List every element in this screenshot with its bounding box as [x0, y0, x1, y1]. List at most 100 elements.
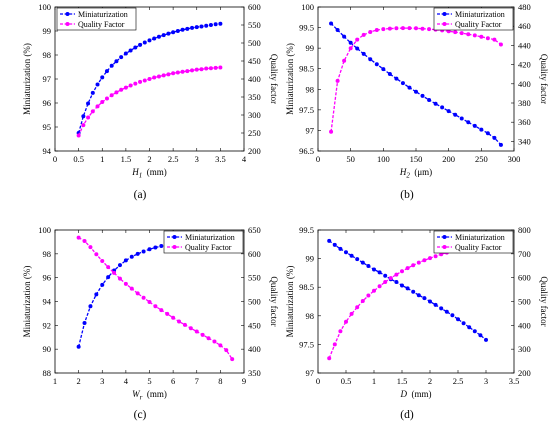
data-point-quality-factor [459, 31, 464, 36]
data-point-quality-factor [109, 93, 114, 98]
data-point-miniaturization [484, 337, 488, 342]
data-point-quality-factor [88, 245, 93, 250]
data-point-quality-factor [344, 319, 348, 324]
y-tick-label: 97 [306, 368, 315, 378]
y-right-tick-label: 340 [518, 136, 531, 146]
data-point-quality-factor [383, 279, 388, 284]
data-point-quality-factor [199, 67, 204, 72]
data-point-quality-factor [182, 322, 187, 327]
data-point-miniaturization [387, 72, 392, 77]
data-point-miniaturization [492, 135, 497, 140]
y-tick-label: 96.5 [299, 146, 314, 156]
data-point-miniaturization [498, 142, 503, 147]
data-point-quality-factor [152, 75, 157, 80]
data-point-quality-factor [374, 28, 379, 33]
data-point-quality-factor [428, 256, 432, 261]
x-axis-unit: (μm) [410, 167, 432, 177]
y-tick-label: 98.5 [299, 282, 314, 292]
data-point-miniaturization [171, 30, 176, 35]
data-point-quality-factor [81, 123, 86, 128]
y-right-tick-label: 350 [248, 368, 261, 378]
plot-area [317, 229, 515, 374]
data-point-quality-factor [407, 26, 412, 31]
data-point-quality-factor [153, 304, 158, 309]
data-point-miniaturization [361, 51, 366, 56]
data-point-miniaturization [135, 251, 140, 256]
data-point-quality-factor [360, 299, 365, 304]
x-tick-label: 50 [346, 154, 355, 164]
data-point-miniaturization [394, 280, 399, 285]
data-point-miniaturization [433, 101, 438, 106]
y-tick-label: 98 [306, 311, 315, 321]
y-tick-label: 96 [43, 98, 52, 108]
data-point-quality-factor [388, 276, 393, 281]
data-point-miniaturization [114, 59, 119, 64]
x-tick-label: 1 [372, 376, 376, 386]
data-point-quality-factor [400, 26, 405, 31]
y-right-tick-label: 600 [248, 2, 261, 12]
legend-swatch-marker [442, 235, 447, 239]
data-point-miniaturization [400, 283, 404, 288]
data-point-quality-factor [422, 258, 427, 263]
data-point-miniaturization [109, 63, 114, 68]
y-axis-label: Miniaturization (%) [22, 43, 32, 115]
data-point-miniaturization [175, 29, 180, 33]
x-axis-label: D (mm) [400, 389, 432, 399]
panel-label: (a) [134, 189, 147, 201]
data-point-quality-factor [161, 73, 166, 78]
panel-label: (b) [400, 189, 414, 201]
x-axis-subscript: 2 [406, 172, 410, 180]
data-point-quality-factor [355, 305, 360, 310]
data-point-miniaturization [82, 320, 87, 325]
x-tick-label: 2.5 [168, 154, 179, 164]
legend-entry-label: Quality Factor [455, 243, 502, 252]
data-point-miniaturization [466, 120, 471, 125]
data-point-quality-factor [453, 30, 458, 35]
data-point-quality-factor [76, 235, 81, 240]
series-line-miniaturization [330, 23, 502, 146]
x-tick-label: 4 [124, 376, 129, 386]
y-axis-label: Miniaturization (%) [22, 266, 32, 338]
y-tick-label: 97 [43, 74, 52, 84]
data-point-quality-factor [400, 269, 404, 274]
y-tick-label: 98 [43, 249, 52, 259]
legend-swatch-marker [442, 22, 447, 26]
data-point-quality-factor [142, 78, 147, 83]
data-point-quality-factor [165, 311, 170, 316]
data-point-miniaturization [444, 309, 449, 314]
x-tick-label: 8 [218, 376, 222, 386]
data-point-miniaturization [100, 282, 105, 287]
data-point-miniaturization [100, 75, 105, 80]
legend-box [56, 7, 137, 31]
y-tick-label: 99 [306, 254, 315, 264]
data-point-miniaturization [394, 76, 399, 81]
x-tick-label: 1 [100, 154, 104, 164]
panel-label: (c) [134, 409, 147, 421]
data-point-miniaturization [119, 55, 124, 60]
data-point-quality-factor [338, 329, 343, 334]
data-point-quality-factor [204, 66, 209, 71]
x-tick-label: 3.5 [215, 154, 226, 164]
y-right-tick-label: 450 [248, 320, 261, 330]
data-point-quality-factor [200, 332, 205, 337]
data-point-miniaturization [478, 333, 483, 338]
data-point-quality-factor [123, 85, 128, 90]
data-point-miniaturization [342, 34, 347, 39]
series-line-miniaturization [328, 240, 487, 341]
data-point-quality-factor [112, 270, 117, 275]
y-tick-label: 98.5 [299, 64, 314, 74]
y-right-tick-label: 460 [518, 21, 531, 31]
data-point-miniaturization [383, 273, 388, 278]
y-right-axis-label: Quality factor [269, 54, 279, 104]
x-tick-label: 6 [171, 376, 175, 386]
data-point-miniaturization [94, 292, 99, 297]
data-point-quality-factor [224, 348, 229, 353]
data-point-miniaturization [180, 27, 185, 32]
y-tick-label: 88 [43, 368, 52, 378]
y-right-tick-label: 250 [248, 128, 261, 138]
x-tick-label: 4 [242, 154, 247, 164]
data-point-miniaturization [422, 296, 427, 301]
